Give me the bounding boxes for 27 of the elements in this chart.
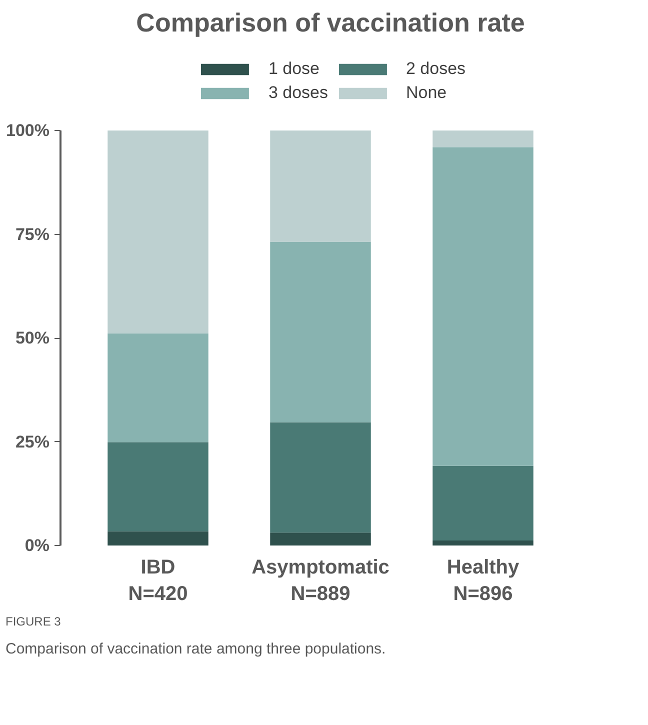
- y-tick-label: 50%: [15, 328, 50, 348]
- caption: FIGURE 3: [6, 614, 62, 628]
- y-tick-label: 75%: [15, 224, 50, 244]
- bar: [270, 242, 371, 422]
- x-tick-label: Healthy N=896: [446, 556, 520, 605]
- bar: [432, 540, 534, 546]
- legend-label: 1 dose: [268, 59, 320, 79]
- bar: [108, 442, 208, 532]
- bar: [108, 531, 208, 546]
- x-tick-label: Asymptomatic N=889: [252, 556, 390, 605]
- chart-title: Comparison of vaccination rate: [136, 8, 525, 38]
- bar: [432, 466, 534, 541]
- y-tick-label: 0%: [24, 536, 50, 555]
- legend-label: 3 doses: [268, 83, 328, 103]
- bar: [108, 333, 208, 442]
- text: Comparison of vaccination rate among three populations.: [6, 640, 386, 658]
- bar: [270, 532, 371, 546]
- x-tick-label: IBD N=420: [128, 556, 188, 605]
- legend-label: None: [406, 83, 447, 103]
- bar: [432, 130, 534, 148]
- y-tick-label: 25%: [15, 432, 50, 452]
- bar: [270, 130, 371, 242]
- bar: [108, 130, 208, 334]
- bar: [432, 147, 534, 466]
- legend-label: 2 doses: [406, 59, 466, 79]
- bar: [270, 422, 371, 533]
- y-tick-label: 100%: [6, 121, 50, 140]
